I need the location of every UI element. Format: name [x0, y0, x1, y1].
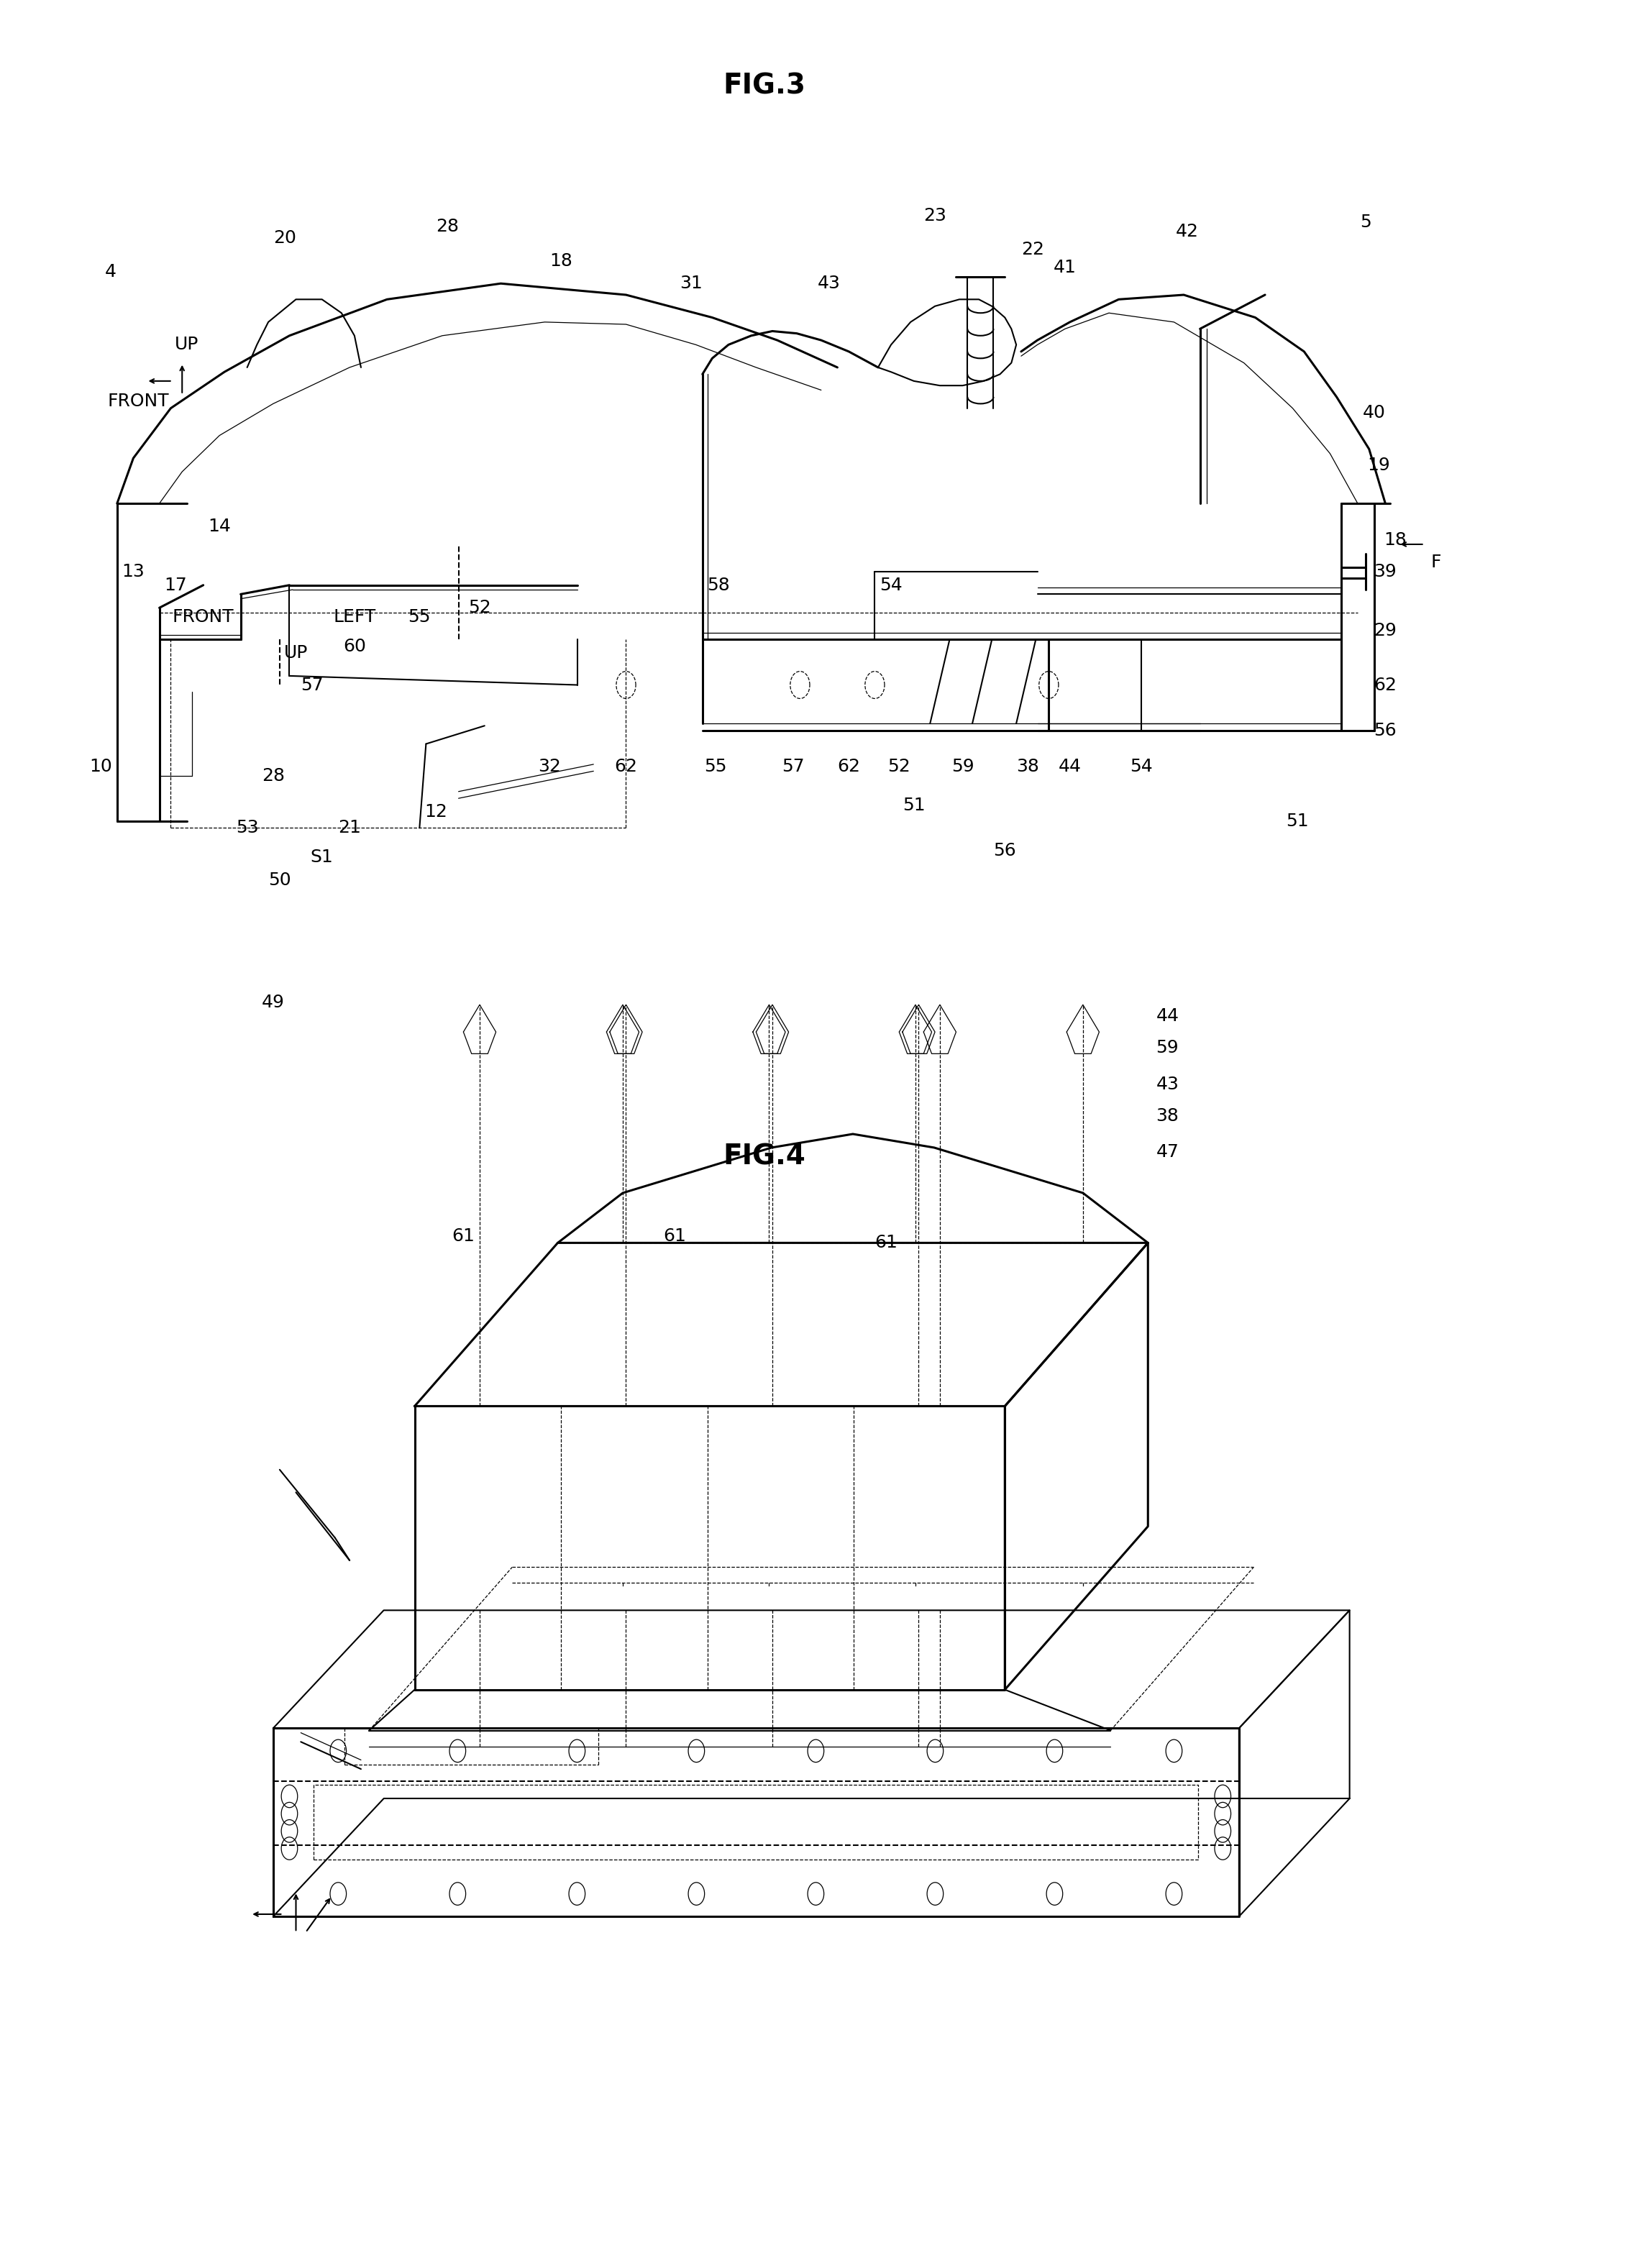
Text: 41: 41 [1054, 259, 1076, 277]
Text: 61: 61 [875, 1234, 898, 1252]
Text: 51: 51 [1286, 812, 1309, 830]
Text: 57: 57 [301, 676, 324, 694]
Text: 20: 20 [273, 229, 296, 247]
Text: 42: 42 [1176, 222, 1198, 240]
Text: 56: 56 [993, 841, 1016, 860]
Text: 51: 51 [902, 796, 925, 814]
Text: 23: 23 [924, 206, 946, 225]
Text: 5: 5 [1361, 213, 1371, 231]
Text: 61: 61 [663, 1227, 686, 1245]
Text: 29: 29 [1374, 621, 1397, 640]
Text: 62: 62 [1374, 676, 1397, 694]
Text: 39: 39 [1374, 562, 1397, 581]
Text: 56: 56 [1374, 721, 1397, 739]
Text: 17: 17 [164, 576, 187, 594]
Text: 32: 32 [538, 758, 561, 776]
Text: 38: 38 [1016, 758, 1039, 776]
Text: 58: 58 [707, 576, 730, 594]
Text: 53: 53 [236, 819, 259, 837]
Text: FIG.3: FIG.3 [724, 73, 805, 100]
Text: 52: 52 [888, 758, 911, 776]
Text: 28: 28 [262, 767, 285, 785]
Text: F: F [1431, 553, 1441, 572]
Text: 62: 62 [837, 758, 860, 776]
Text: FIG.4: FIG.4 [724, 1143, 805, 1170]
Text: 40: 40 [1363, 404, 1385, 422]
Text: 18: 18 [550, 252, 572, 270]
Text: 52: 52 [468, 599, 491, 617]
Text: 57: 57 [782, 758, 805, 776]
Text: 54: 54 [1130, 758, 1153, 776]
Text: 14: 14 [208, 517, 231, 535]
Text: 62: 62 [615, 758, 637, 776]
Text: S1: S1 [311, 848, 333, 866]
Text: 59: 59 [1156, 1039, 1179, 1057]
Text: 55: 55 [704, 758, 727, 776]
Text: 47: 47 [1156, 1143, 1179, 1161]
Text: 49: 49 [262, 993, 285, 1012]
Text: 50: 50 [268, 871, 291, 889]
Text: 38: 38 [1156, 1107, 1179, 1125]
Text: 44: 44 [1156, 1007, 1179, 1025]
Text: 4: 4 [104, 263, 117, 281]
Text: 54: 54 [880, 576, 902, 594]
Text: 28: 28 [436, 218, 459, 236]
Text: 59: 59 [951, 758, 974, 776]
Text: 21: 21 [338, 819, 361, 837]
Text: LEFT: LEFT [333, 608, 376, 626]
Text: 12: 12 [424, 803, 447, 821]
Text: 44: 44 [1059, 758, 1081, 776]
Text: FRONT: FRONT [107, 392, 169, 411]
Text: 61: 61 [452, 1227, 475, 1245]
Text: 18: 18 [1384, 531, 1406, 549]
Text: 13: 13 [122, 562, 145, 581]
Text: 55: 55 [408, 608, 431, 626]
Text: 10: 10 [89, 758, 112, 776]
Text: 43: 43 [818, 274, 841, 293]
Text: 19: 19 [1367, 456, 1390, 474]
Text: UP: UP [176, 336, 198, 354]
Text: 31: 31 [680, 274, 702, 293]
Text: 60: 60 [343, 637, 366, 655]
Text: FRONT: FRONT [172, 608, 234, 626]
Text: UP: UP [285, 644, 307, 662]
Text: 22: 22 [1021, 240, 1044, 259]
Text: 43: 43 [1156, 1075, 1179, 1093]
